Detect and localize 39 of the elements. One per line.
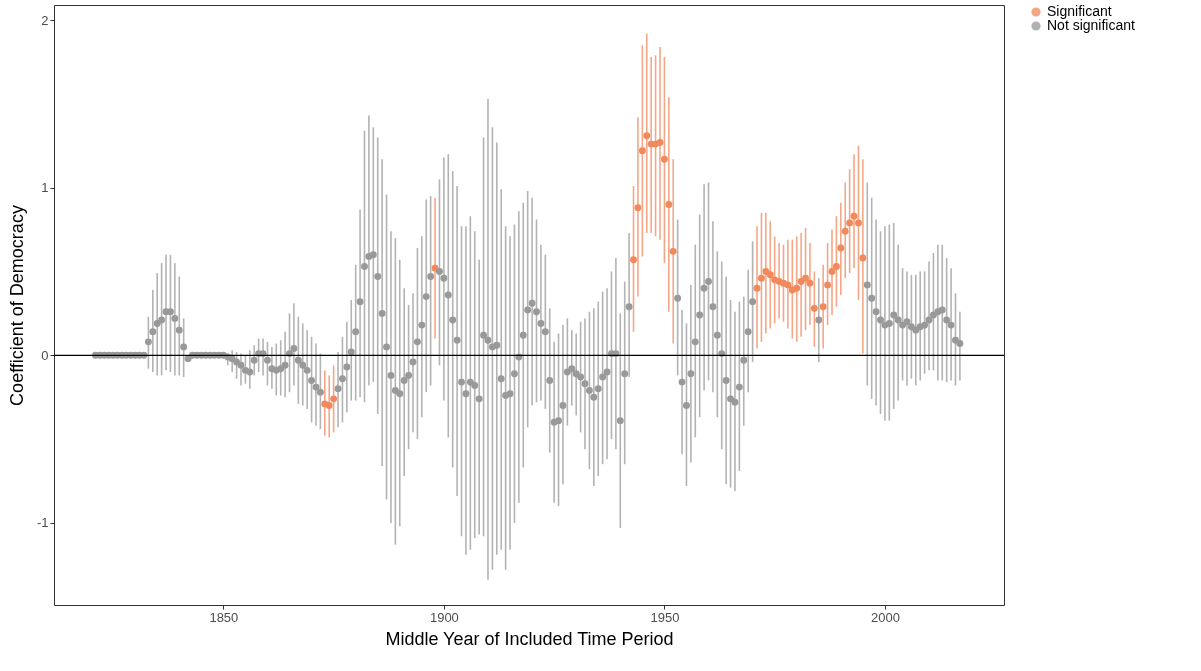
point [325,402,333,410]
x-tick-label: 2000 [870,609,900,625]
point [837,244,845,252]
point [757,274,765,282]
point [630,256,637,264]
point [665,200,673,208]
y-tick-label: 0 [41,347,49,363]
y-axis-title: Coefficient of Democracy [6,205,27,406]
point [828,268,836,275]
point [330,395,338,403]
point [766,271,774,279]
point [832,263,840,270]
point [638,147,646,155]
point [850,212,858,220]
point [841,227,849,235]
y-tick-label: -1 [36,515,49,531]
point [806,279,814,287]
x-axis-title: Middle Year of Included Time Period [385,628,674,649]
point [656,138,664,146]
point [854,219,862,227]
point [802,274,809,282]
point [753,284,761,292]
y-tick-label: 1 [41,180,49,196]
point [810,304,818,312]
point [634,204,642,212]
point [669,247,677,255]
x-tick-label: 1900 [429,609,459,625]
point [643,132,651,140]
point [824,281,832,289]
point [819,303,827,311]
x-tick-label: 1950 [650,609,680,625]
x-tick-label: 1850 [209,609,239,625]
point [793,284,801,292]
point [784,281,792,289]
y-tick-label: 2 [41,12,49,28]
point [660,155,668,163]
point [846,219,854,227]
legend-label: Significant [1047,3,1112,19]
point [859,254,867,262]
